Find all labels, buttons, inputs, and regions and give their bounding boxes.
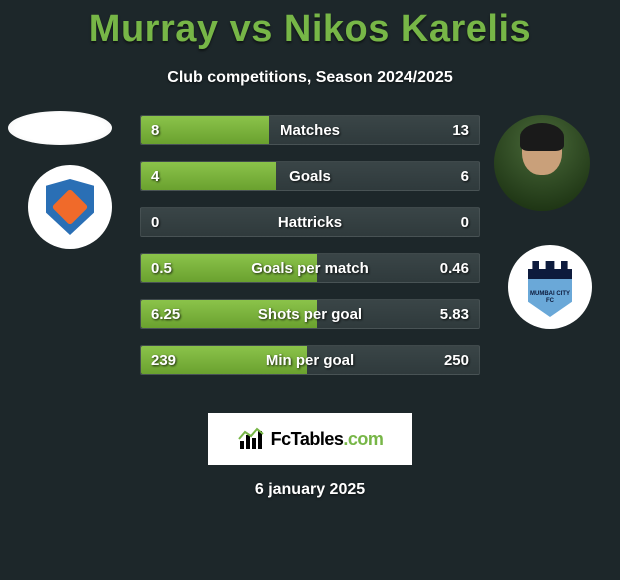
stat-metric-label: Shots per goal: [141, 300, 479, 330]
comparison-stage: MUMBAI CITY FC 8Matches13 4Goals6 0Hattric…: [0, 115, 620, 405]
stat-metric-label: Goals: [141, 162, 479, 192]
stat-value-right: 5.83: [430, 300, 479, 330]
page-title: Murray vs Nikos Karelis: [0, 0, 620, 51]
team-right-badge: MUMBAI CITY FC: [508, 245, 592, 329]
stat-value-right: 250: [434, 346, 479, 376]
stat-row: 239Min per goal250: [140, 345, 480, 375]
stat-metric-label: Min per goal: [141, 346, 479, 376]
brand-chart-icon: [237, 425, 265, 453]
team-left-badge: [28, 165, 112, 249]
mumbai-city-crest-icon: MUMBAI CITY FC: [524, 257, 576, 317]
brand-badge: FcTables.com: [208, 413, 412, 465]
stat-metric-label: Hattricks: [141, 208, 479, 238]
subtitle: Club competitions, Season 2024/2025: [0, 69, 620, 87]
crest-label: MUMBAI CITY FC: [528, 291, 572, 304]
stat-bars: 8Matches13 4Goals6 0Hattricks0 0.5Goals per…: [140, 115, 480, 391]
stat-metric-label: Goals per match: [141, 254, 479, 284]
stat-row: 0.5Goals per match0.46: [140, 253, 480, 283]
date-label: 6 january 2025: [0, 481, 620, 499]
stat-row: 6.25Shots per goal5.83: [140, 299, 480, 329]
brand-text: FcTables.com: [271, 429, 384, 450]
stat-row: 4Goals6: [140, 161, 480, 191]
jamshedpur-crest-icon: [46, 179, 94, 235]
stat-row: 0Hattricks0: [140, 207, 480, 237]
stat-row: 8Matches13: [140, 115, 480, 145]
player-left-avatar: [8, 111, 112, 145]
player-right-avatar: [494, 115, 590, 211]
stat-value-right: 13: [442, 116, 479, 146]
stat-value-right: 0.46: [430, 254, 479, 284]
stat-value-right: 0: [451, 208, 479, 238]
stat-metric-label: Matches: [141, 116, 479, 146]
stat-value-right: 6: [451, 162, 479, 192]
